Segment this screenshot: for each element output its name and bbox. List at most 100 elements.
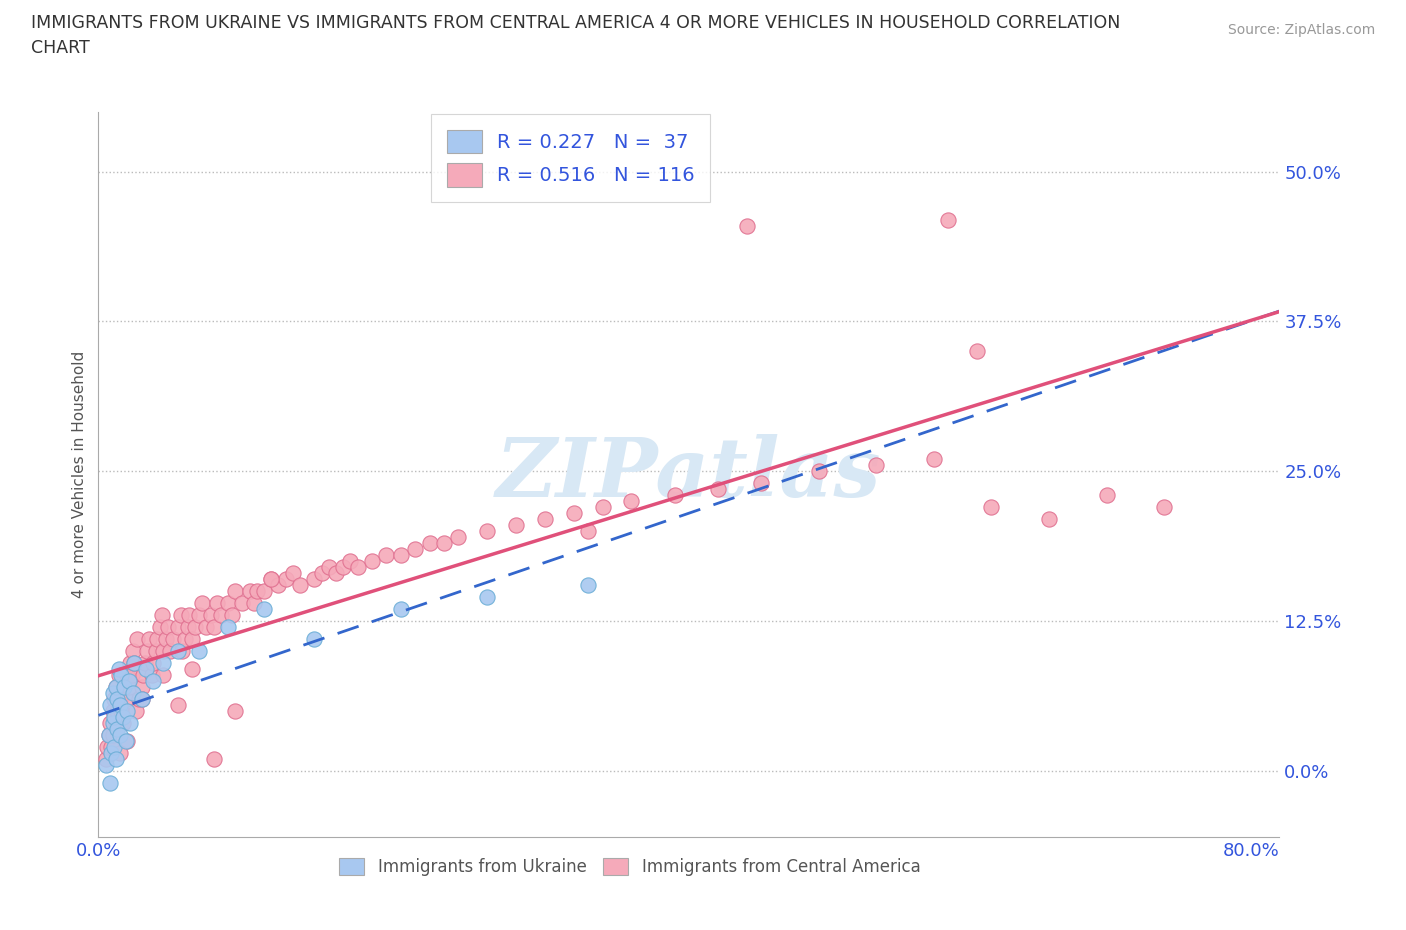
Point — [202, 619, 225, 634]
Point — [127, 631, 149, 646]
Point — [131, 692, 153, 707]
Point — [124, 656, 146, 671]
Point — [361, 553, 384, 568]
Point — [100, 739, 122, 754]
Point — [108, 698, 131, 712]
Point — [134, 656, 156, 671]
Point — [103, 739, 125, 754]
Point — [304, 572, 326, 587]
Text: CHART: CHART — [31, 39, 90, 57]
Point — [177, 619, 200, 634]
Point — [141, 668, 163, 683]
Point — [202, 751, 225, 766]
Point — [188, 644, 211, 658]
Point — [100, 746, 122, 761]
Point — [125, 704, 148, 719]
Point — [111, 716, 134, 731]
Point — [97, 727, 120, 742]
Point — [188, 607, 211, 622]
Point — [121, 668, 143, 683]
Point — [966, 344, 988, 359]
Point — [150, 607, 173, 622]
Point — [217, 619, 239, 634]
Point — [120, 656, 142, 671]
Point — [112, 680, 135, 695]
Point — [136, 644, 159, 658]
Point — [477, 590, 499, 604]
Point — [735, 218, 758, 232]
Point — [101, 704, 124, 719]
Point — [1153, 499, 1175, 514]
Point — [103, 710, 125, 724]
Point — [980, 499, 1002, 514]
Point — [101, 727, 124, 742]
Point — [404, 542, 426, 557]
Point — [152, 656, 174, 671]
Point — [104, 751, 127, 766]
Point — [253, 584, 276, 599]
Point — [419, 536, 441, 551]
Point — [922, 452, 945, 467]
Point — [104, 716, 127, 731]
Point — [166, 698, 188, 712]
Point — [865, 458, 887, 472]
Point — [124, 656, 146, 671]
Point — [108, 727, 131, 742]
Text: ZIPatlas: ZIPatlas — [496, 434, 882, 514]
Point — [107, 668, 129, 683]
Point — [576, 578, 599, 592]
Point — [159, 644, 181, 658]
Point — [110, 668, 132, 683]
Point — [142, 656, 165, 671]
Y-axis label: 4 or more Vehicles in Household: 4 or more Vehicles in Household — [72, 351, 87, 598]
Point — [170, 644, 193, 658]
Point — [195, 619, 218, 634]
Point — [620, 494, 643, 509]
Point — [389, 548, 412, 563]
Point — [267, 578, 290, 592]
Point — [97, 727, 120, 742]
Point — [149, 619, 172, 634]
Point — [122, 685, 145, 700]
Point — [112, 680, 135, 695]
Point — [104, 680, 127, 695]
Point — [181, 662, 204, 677]
Point — [142, 673, 165, 688]
Point — [389, 602, 412, 617]
Point — [217, 596, 239, 611]
Point — [101, 685, 124, 700]
Point — [205, 596, 228, 611]
Point — [105, 704, 128, 719]
Point — [221, 607, 243, 622]
Point — [118, 673, 141, 688]
Point — [96, 739, 118, 754]
Point — [318, 560, 340, 575]
Point — [118, 680, 141, 695]
Point — [152, 644, 174, 658]
Point — [94, 758, 117, 773]
Point — [110, 704, 132, 719]
Point — [131, 680, 153, 695]
Point — [664, 488, 686, 503]
Point — [224, 704, 246, 719]
Point — [534, 512, 557, 526]
Point — [505, 518, 527, 533]
Legend: Immigrants from Ukraine, Immigrants from Central America: Immigrants from Ukraine, Immigrants from… — [333, 852, 927, 883]
Point — [98, 698, 121, 712]
Point — [239, 584, 262, 599]
Point — [562, 506, 585, 521]
Point — [166, 644, 188, 658]
Point — [101, 716, 124, 731]
Point — [145, 644, 167, 658]
Point — [311, 565, 333, 580]
Point — [138, 631, 160, 646]
Point — [260, 572, 283, 587]
Point — [179, 607, 201, 622]
Point — [281, 565, 304, 580]
Point — [433, 536, 456, 551]
Point — [115, 668, 138, 683]
Point — [98, 716, 121, 731]
Point — [105, 692, 128, 707]
Point — [152, 668, 174, 683]
Point — [173, 631, 195, 646]
